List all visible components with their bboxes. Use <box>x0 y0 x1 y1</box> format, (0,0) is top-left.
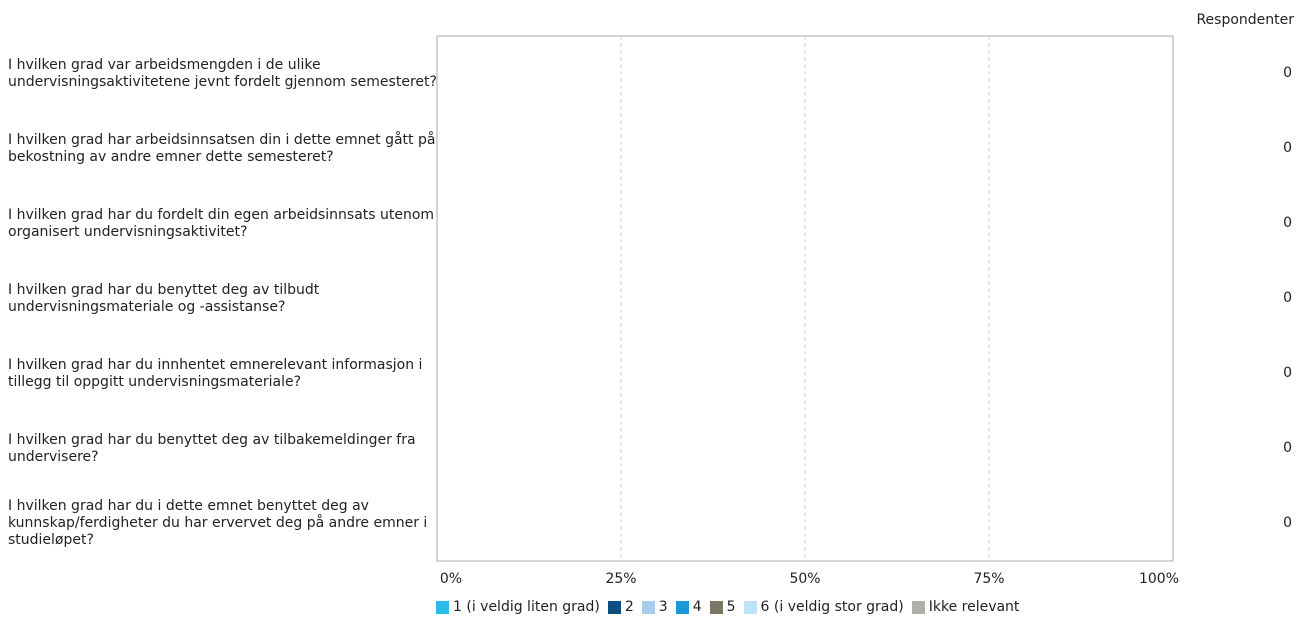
legend-label: 3 <box>658 599 668 615</box>
legend-item: 1 (i veldig liten grad) <box>436 599 600 615</box>
legend-label: 5 <box>726 599 736 615</box>
legend-label: 6 (i veldig stor grad) <box>760 599 904 615</box>
legend-item: 5 <box>709 599 736 615</box>
legend-item: Ikke relevant <box>911 599 1020 615</box>
legend-swatch <box>709 600 723 614</box>
respondent-count: 0 <box>1283 364 1292 381</box>
x-tick-label: 0% <box>439 571 463 587</box>
legend-swatch <box>607 600 621 614</box>
gridlines <box>620 36 990 561</box>
question-label: I hvilken grad har du benyttet deg av ti… <box>8 281 320 315</box>
respondent-count: 0 <box>1283 439 1292 456</box>
legend-label: 1 (i veldig liten grad) <box>453 599 600 615</box>
legend-swatch <box>436 600 449 614</box>
legend-label: Ikke relevant <box>928 599 1020 615</box>
legend-item: 6 (i veldig stor grad) <box>743 599 904 615</box>
legend-item: 3 <box>641 599 668 615</box>
legend-swatch <box>743 600 757 614</box>
x-tick-label: 75% <box>973 571 1005 587</box>
respondent-count: 0 <box>1283 514 1292 531</box>
question-label: I hvilken grad har arbeidsinnsatsen din … <box>8 131 436 165</box>
x-tick-label: 100% <box>1138 571 1180 587</box>
question-label: I hvilken grad har du innhentet emnerele… <box>8 356 423 390</box>
question-label: I hvilken grad har du fordelt din egen a… <box>8 206 435 240</box>
respondent-count: 0 <box>1283 214 1292 231</box>
respondents-header: Respondenter <box>1196 12 1294 28</box>
legend-swatch <box>911 600 925 614</box>
respondent-count: 0 <box>1283 139 1292 156</box>
legend-item: 4 <box>675 599 702 615</box>
legend-swatch <box>641 600 655 614</box>
x-tick-label: 25% <box>605 571 637 587</box>
legend-label: 4 <box>692 599 702 615</box>
respondent-count: 0 <box>1283 64 1292 81</box>
legend-label: 2 <box>624 599 634 615</box>
legend-swatch <box>675 600 689 614</box>
question-label: I hvilken grad har du i dette emnet beny… <box>8 498 428 548</box>
question-label: I hvilken grad var arbeidsmengden i de u… <box>8 56 437 90</box>
question-label: I hvilken grad har du benyttet deg av ti… <box>8 431 416 465</box>
respondent-count: 0 <box>1283 289 1292 306</box>
legend-item: 2 <box>607 599 634 615</box>
x-tick-label: 50% <box>789 571 821 587</box>
legend: 1 (i veldig liten grad) 2 3 4 5 6 (i veldig s… <box>436 599 1027 615</box>
